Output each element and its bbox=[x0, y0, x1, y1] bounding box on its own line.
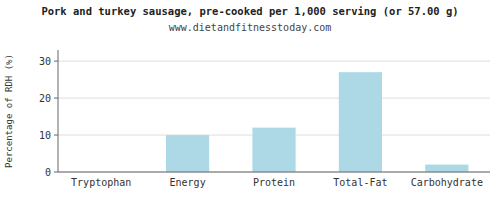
y-tick bbox=[54, 98, 58, 99]
y-tick bbox=[54, 61, 58, 62]
chart-svg: Pork and turkey sausage, pre-cooked per … bbox=[0, 0, 500, 200]
y-tick bbox=[54, 172, 58, 173]
y-axis-line bbox=[58, 50, 59, 172]
grid bbox=[58, 61, 490, 172]
chart-container: Pork and turkey sausage, pre-cooked per … bbox=[0, 0, 500, 200]
x-tick-label: Protein bbox=[253, 177, 295, 188]
y-tick-label: 30 bbox=[39, 56, 51, 67]
x-tick-label: Energy bbox=[170, 177, 206, 188]
grid-line bbox=[58, 61, 490, 62]
y-axis-label: Percentage of RDH (%) bbox=[4, 54, 14, 168]
grid-line bbox=[58, 172, 490, 173]
bar bbox=[339, 72, 382, 172]
bar bbox=[252, 128, 295, 172]
x-tick-label: Tryptophan bbox=[71, 177, 131, 188]
bar bbox=[425, 165, 468, 172]
y-tick bbox=[54, 135, 58, 136]
title: Pork and turkey sausage, pre-cooked per … bbox=[41, 5, 458, 17]
y-tick-label: 0 bbox=[45, 167, 51, 178]
grid-line bbox=[58, 98, 490, 99]
y-tick-label: 20 bbox=[39, 93, 51, 104]
y-tick-label: 10 bbox=[39, 130, 51, 141]
bars bbox=[166, 72, 468, 172]
x-tick-label: Total-Fat bbox=[333, 177, 387, 188]
bar bbox=[166, 135, 209, 172]
subtitle: www.dietandfitnesstoday.com bbox=[169, 22, 332, 33]
x-axis-line bbox=[58, 172, 490, 173]
x-tick-label: Carbohydrate bbox=[411, 177, 483, 188]
